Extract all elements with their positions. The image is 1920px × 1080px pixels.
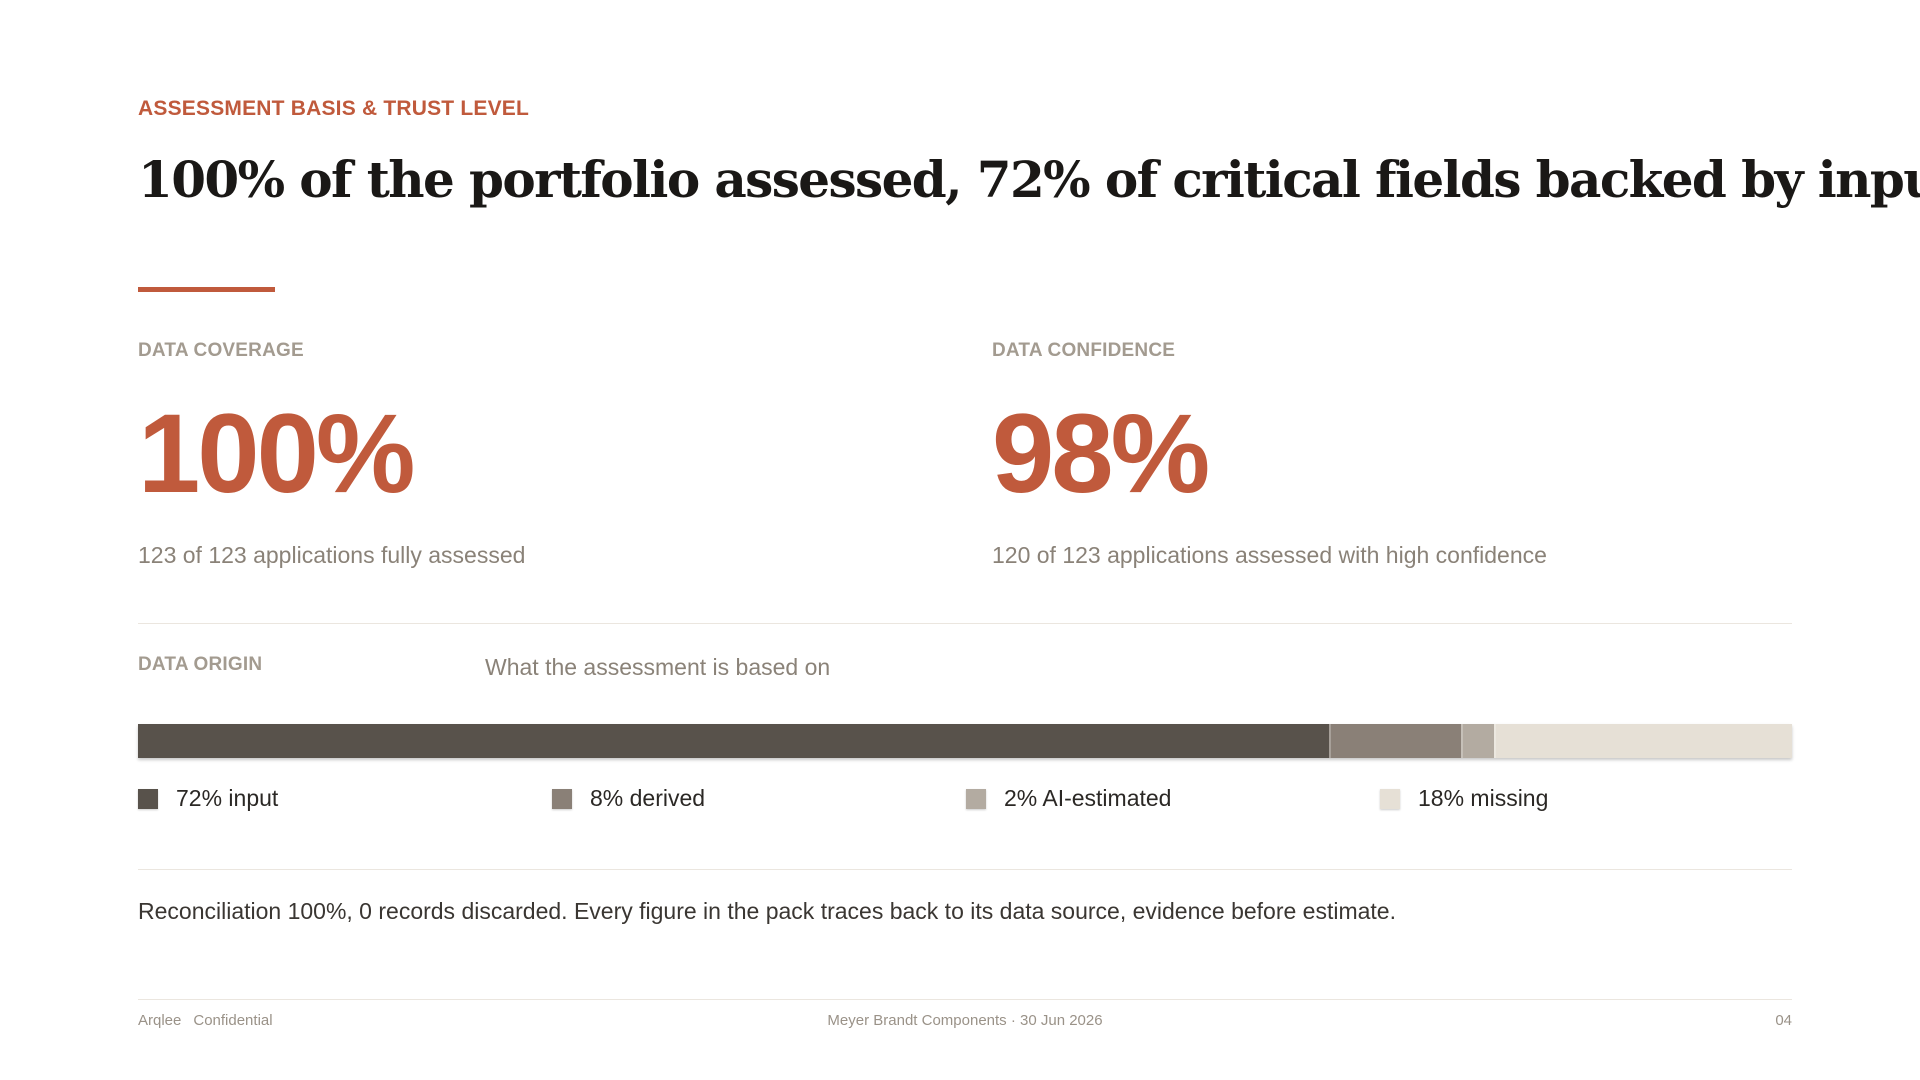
footer-brand: Arqlee [138,1012,182,1029]
kpi-label: DATA CONFIDENCE [992,340,1176,361]
legend-label: 18% missing [1418,785,1549,811]
kpi-label: DATA COVERAGE [138,340,304,361]
footer-left: Arqlee Confidential [138,1012,273,1029]
kpi-subtext: 123 of 123 applications fully assessed [138,542,526,568]
kpi-data-confidence: DATA CONFIDENCE 98% 120 of 123 applicati… [992,340,1752,569]
legend-item-input: 72% input [138,785,278,812]
footer-divider [138,999,1792,1000]
data-origin-bar [138,724,1792,758]
legend-item-derived: 8% derived [552,785,705,812]
data-origin-caption: What the assessment is based on [485,654,831,680]
legend-swatch [138,788,158,809]
origin-bar-segment-derived [1328,724,1462,758]
legend-swatch [966,788,986,809]
accent-rule [138,287,275,292]
kpi-value: 100% [138,391,415,516]
kpi-value: 98% [992,391,1210,516]
slide: ASSESSMENT BASIS & TRUST LEVEL 100% of t… [138,0,1920,1080]
footer-page-number: 04 [1775,1012,1792,1029]
legend-swatch [552,788,572,809]
footer-client-date: Meyer Brandt Components · 30 Jun 2026 [827,1012,1103,1029]
data-origin-legend: 72% input 8% derived 2% AI-estimated 18% mi… [138,785,1792,815]
page-title: 100% of the portfolio assessed, 72% of c… [138,150,1920,209]
section-divider [138,869,1792,870]
section-eyebrow: ASSESSMENT BASIS & TRUST LEVEL [138,97,530,120]
footer-classification: Confidential [193,1012,273,1029]
reconciliation-note: Reconciliation 100%, 0 records discarded… [138,898,1396,924]
section-divider [138,623,1792,624]
kpi-subtext: 120 of 123 applications assessed with hi… [992,542,1547,568]
legend-label: 2% AI-estimated [1004,785,1172,811]
legend-item-ai-estimated: 2% AI-estimated [966,785,1171,812]
legend-item-missing: 18% missing [1380,785,1548,812]
origin-bar-segment-input [138,724,1329,758]
data-origin-label: DATA ORIGIN [138,654,263,675]
kpi-data-coverage: DATA COVERAGE 100% 123 of 123 applicatio… [138,340,898,569]
origin-bar-segment-missing [1494,724,1792,758]
legend-swatch [1380,788,1400,809]
legend-label: 8% derived [590,785,706,811]
origin-bar-segment-ai-estimated [1461,724,1495,758]
legend-label: 72% input [176,785,279,811]
